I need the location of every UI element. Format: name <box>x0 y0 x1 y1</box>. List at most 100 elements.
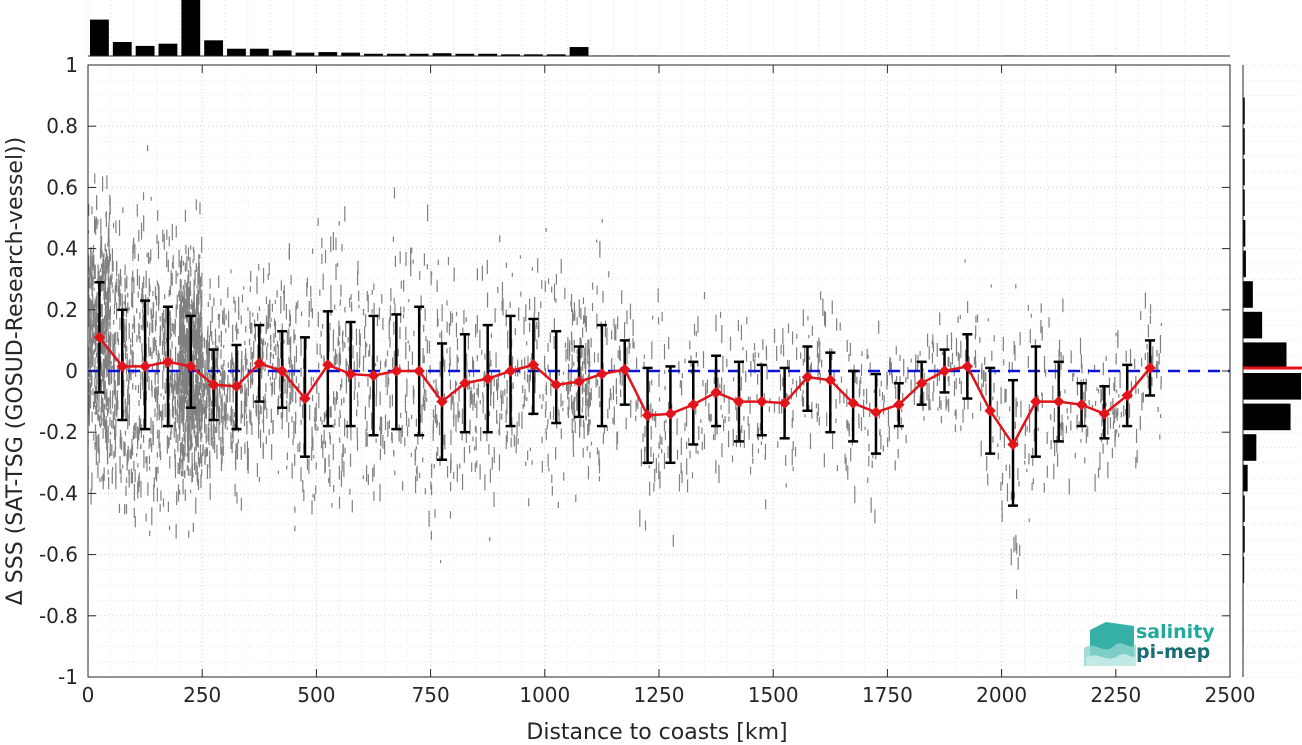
median-marker <box>1144 362 1156 374</box>
median-marker <box>1098 408 1111 420</box>
top-histogram-bar <box>158 43 178 56</box>
x-tick-label: 500 <box>297 683 335 707</box>
median-marker <box>253 357 266 370</box>
x-tick-label: 1250 <box>634 683 685 707</box>
right-histogram-bar <box>1243 220 1246 247</box>
y-tick-label: -0.2 <box>39 420 78 444</box>
top-histogram-bar <box>546 54 566 56</box>
right-histogram-bar <box>1243 556 1245 584</box>
top-histogram-bar <box>501 54 520 56</box>
median-marker <box>139 360 151 373</box>
top-histogram-bar <box>135 45 155 56</box>
x-tick-label: 0 <box>82 683 95 707</box>
right-histogram-bar <box>1243 403 1291 431</box>
x-tick-label: 2250 <box>1090 683 1141 707</box>
median-marker <box>185 360 197 373</box>
median-marker <box>641 409 654 422</box>
top-histogram <box>90 0 1114 57</box>
logo-wave-icon-layer2 <box>1086 654 1136 666</box>
median-marker <box>1121 389 1133 402</box>
right-histogram-bar <box>1243 281 1253 308</box>
median-marker <box>619 363 631 376</box>
median-marker <box>687 398 699 411</box>
error-bars <box>94 281 1156 507</box>
top-histogram-bar <box>272 50 292 56</box>
y-axis-label: Δ SSS (SAT-TSG (GOSUD-Research-vessel)) <box>3 137 28 605</box>
median-marker <box>847 397 859 409</box>
y-tick-label: -1 <box>58 665 78 689</box>
top-histogram-bar <box>386 53 406 56</box>
median-marker <box>322 359 334 371</box>
right-histogram-bar <box>1243 464 1248 492</box>
x-tick-label: 1500 <box>748 683 799 707</box>
top-histogram-bar <box>364 53 383 56</box>
median-marker <box>664 408 677 420</box>
top-histogram-bar <box>523 54 543 56</box>
median-marker <box>870 406 882 419</box>
x-tick-label: 1750 <box>862 683 913 707</box>
right-histogram-grid <box>1243 64 1302 678</box>
median-marker <box>550 379 562 391</box>
median-marker <box>413 365 425 377</box>
right-histogram-bar <box>1243 342 1287 369</box>
median-marker <box>573 376 585 388</box>
median-marker <box>230 380 243 393</box>
median-marker <box>390 365 403 377</box>
top-histogram-bar <box>90 19 109 57</box>
top-histogram-bar <box>227 48 246 56</box>
x-axis-label: Distance to coasts [km] <box>526 720 787 745</box>
median-marker <box>1052 395 1065 408</box>
x-tick-label: 750 <box>412 683 450 707</box>
median-marker <box>207 379 220 391</box>
salinity-pi-mep-logo: salinity pi-mep <box>1084 621 1215 666</box>
median-marker <box>756 395 768 408</box>
right-histogram-bar <box>1243 526 1245 553</box>
logo-text-pi-mep: pi-mep <box>1136 641 1210 663</box>
right-histogram-bar <box>1243 128 1245 155</box>
top-histogram-bar <box>181 0 201 56</box>
median-marker <box>824 374 837 386</box>
median-marker <box>915 377 928 389</box>
y-tick-label: -0.6 <box>39 543 78 567</box>
right-histogram-bar <box>1243 434 1257 461</box>
median-marker <box>1007 438 1019 451</box>
y-tick-label: 0.6 <box>46 175 78 199</box>
right-histogram-bar <box>1243 373 1301 400</box>
x-ticks: 0 250 500 750 1000 1250 1500 1750 2000 2250 2500 <box>82 65 1255 707</box>
median-marker <box>1030 395 1042 408</box>
median-markers <box>93 331 1156 451</box>
top-histogram-bar <box>478 53 498 56</box>
median-marker <box>710 386 722 399</box>
median-marker <box>344 368 357 380</box>
y-tick-label: 0.4 <box>46 237 78 261</box>
median-marker <box>596 368 608 380</box>
median-marker <box>893 398 905 411</box>
x-tick-label: 2000 <box>976 683 1027 707</box>
y-tick-label: -0.8 <box>39 604 78 628</box>
right-histogram-bar <box>1243 189 1245 216</box>
x-tick-label: 250 <box>183 683 221 707</box>
top-histogram-bar <box>249 48 269 56</box>
median-marker <box>162 356 174 368</box>
median-marker <box>459 377 471 389</box>
median-marker <box>299 392 311 405</box>
y-tick-label: 0 <box>65 359 78 383</box>
top-histogram-bar <box>409 53 429 56</box>
y-tick-label: -0.4 <box>39 481 78 505</box>
right-histogram-bar <box>1243 97 1245 125</box>
median-marker <box>938 365 951 377</box>
right-histogram-bar <box>1243 311 1263 339</box>
median-marker <box>93 331 106 344</box>
median-marker <box>481 372 494 385</box>
top-histogram-bar <box>112 42 132 56</box>
median-marker <box>527 359 540 371</box>
median-marker <box>984 405 996 417</box>
top-histogram-bar <box>455 53 475 56</box>
right-histogram-bar <box>1243 158 1245 186</box>
right-histogram <box>1243 97 1301 645</box>
top-histogram-bar <box>341 52 361 56</box>
y-tick-label: 0.8 <box>46 114 78 138</box>
median-marker <box>1075 398 1088 411</box>
x-tick-label: 1000 <box>519 683 570 707</box>
logo-text-salinity: salinity <box>1136 621 1215 643</box>
